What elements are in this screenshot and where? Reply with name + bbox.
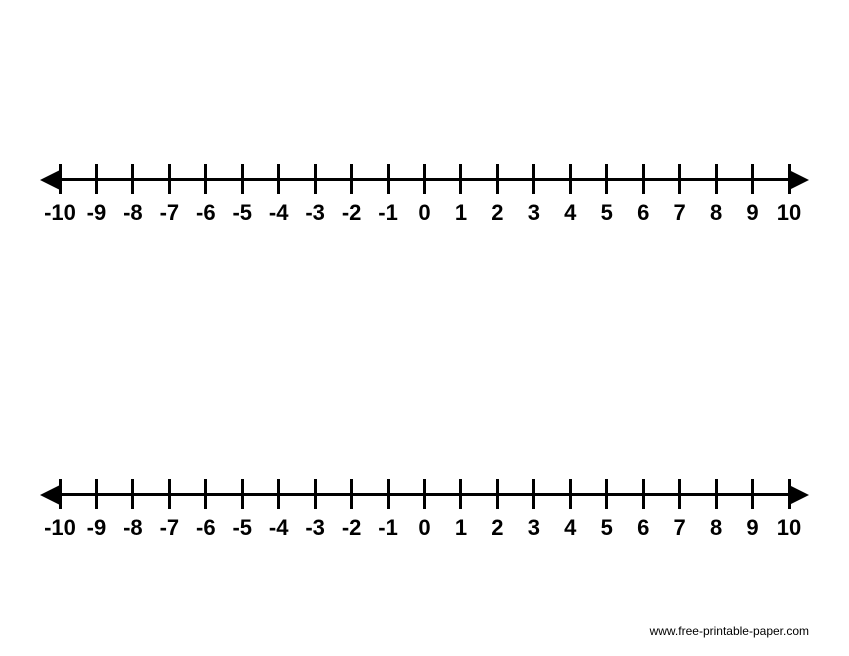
tick-mark [496,164,499,194]
tick-label: 6 [637,200,649,226]
tick-mark [678,479,681,509]
tick-mark [277,479,280,509]
tick-label: -1 [378,515,398,541]
tick-mark [350,479,353,509]
tick-label: 3 [528,200,540,226]
tick-label: 8 [710,515,722,541]
tick-label: -4 [269,515,289,541]
tick-mark [459,479,462,509]
tick-label: -3 [305,200,325,226]
tick-label: 10 [777,200,801,226]
tick-mark [350,164,353,194]
tick-mark [642,164,645,194]
tick-label: -4 [269,200,289,226]
tick-mark [168,479,171,509]
arrow-left-icon [40,170,60,190]
tick-mark [95,479,98,509]
tick-mark [277,164,280,194]
tick-mark [715,164,718,194]
arrow-right-icon [789,485,809,505]
numberline-1: -10-9-8-7-6-5-4-3-2-1012345678910 [0,465,849,545]
tick-label: -10 [44,200,76,226]
tick-label: -7 [160,515,180,541]
tick-label: 7 [674,515,686,541]
tick-mark [423,164,426,194]
tick-mark [131,479,134,509]
arrow-right-icon [789,170,809,190]
tick-mark [314,164,317,194]
tick-mark [59,479,62,509]
tick-mark [241,479,244,509]
tick-mark [715,479,718,509]
tick-mark [95,164,98,194]
tick-label: 0 [418,515,430,541]
arrow-left-icon [40,485,60,505]
tick-label: 0 [418,200,430,226]
tick-label: 2 [491,515,503,541]
tick-mark [168,164,171,194]
tick-mark [459,164,462,194]
tick-mark [131,164,134,194]
tick-label: -1 [378,200,398,226]
tick-label: 10 [777,515,801,541]
tick-label: 5 [601,515,613,541]
tick-label: 9 [746,515,758,541]
tick-mark [532,479,535,509]
tick-label: -2 [342,200,362,226]
tick-label: 4 [564,200,576,226]
tick-mark [496,479,499,509]
tick-label: 5 [601,200,613,226]
tick-label: 9 [746,200,758,226]
tick-label: -9 [87,515,107,541]
tick-label: 4 [564,515,576,541]
tick-label: -3 [305,515,325,541]
tick-mark [387,164,390,194]
tick-mark [241,164,244,194]
tick-label: -5 [232,515,252,541]
tick-mark [642,479,645,509]
tick-label: 2 [491,200,503,226]
tick-mark [423,479,426,509]
tick-label: 1 [455,515,467,541]
tick-mark [59,164,62,194]
tick-mark [751,479,754,509]
tick-label: 6 [637,515,649,541]
tick-mark [678,164,681,194]
tick-label: -2 [342,515,362,541]
tick-mark [204,164,207,194]
tick-mark [788,479,791,509]
tick-mark [387,479,390,509]
numberline-0: -10-9-8-7-6-5-4-3-2-1012345678910 [0,150,849,230]
tick-mark [532,164,535,194]
tick-label: 3 [528,515,540,541]
tick-label: -5 [232,200,252,226]
tick-label: -7 [160,200,180,226]
tick-mark [569,479,572,509]
tick-label: 7 [674,200,686,226]
tick-mark [569,164,572,194]
tick-label: -8 [123,200,143,226]
tick-label: -10 [44,515,76,541]
tick-mark [204,479,207,509]
tick-label: -6 [196,200,216,226]
tick-label: -9 [87,200,107,226]
footer-text: www.free-printable-paper.com [650,624,809,638]
tick-label: -6 [196,515,216,541]
page: -10-9-8-7-6-5-4-3-2-1012345678910-10-9-8… [0,0,849,656]
tick-mark [751,164,754,194]
tick-label: 8 [710,200,722,226]
tick-label: 1 [455,200,467,226]
tick-mark [605,164,608,194]
tick-mark [314,479,317,509]
tick-mark [788,164,791,194]
tick-mark [605,479,608,509]
tick-label: -8 [123,515,143,541]
